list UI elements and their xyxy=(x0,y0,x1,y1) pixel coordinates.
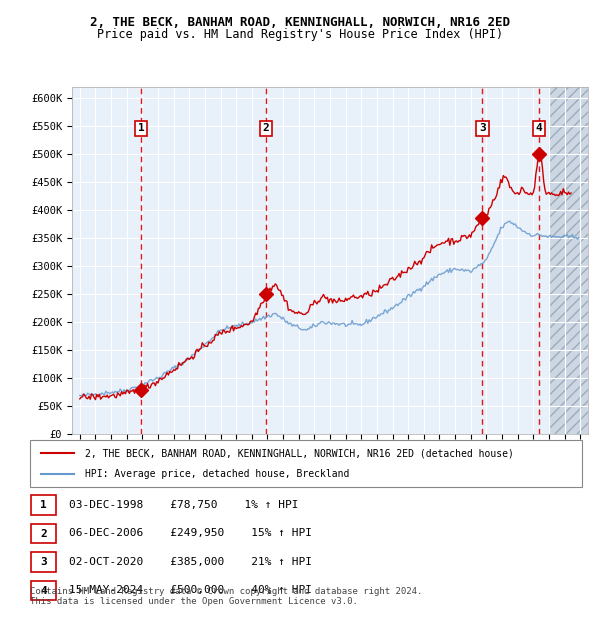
FancyBboxPatch shape xyxy=(31,495,56,515)
Text: 2, THE BECK, BANHAM ROAD, KENNINGHALL, NORWICH, NR16 2ED (detached house): 2, THE BECK, BANHAM ROAD, KENNINGHALL, N… xyxy=(85,448,514,458)
FancyBboxPatch shape xyxy=(31,524,56,543)
Text: 02-OCT-2020    £385,000    21% ↑ HPI: 02-OCT-2020 £385,000 21% ↑ HPI xyxy=(69,557,312,567)
FancyBboxPatch shape xyxy=(31,552,56,572)
Text: 15-MAY-2024    £500,000    40% ↑ HPI: 15-MAY-2024 £500,000 40% ↑ HPI xyxy=(69,585,312,595)
Bar xyxy=(549,87,588,434)
Text: 3: 3 xyxy=(479,123,486,133)
Text: 03-DEC-1998    £78,750    1% ↑ HPI: 03-DEC-1998 £78,750 1% ↑ HPI xyxy=(69,500,299,510)
Text: 2: 2 xyxy=(263,123,269,133)
Text: 1: 1 xyxy=(40,500,47,510)
Text: 2, THE BECK, BANHAM ROAD, KENNINGHALL, NORWICH, NR16 2ED: 2, THE BECK, BANHAM ROAD, KENNINGHALL, N… xyxy=(90,16,510,29)
Text: HPI: Average price, detached house, Breckland: HPI: Average price, detached house, Brec… xyxy=(85,469,350,479)
Text: Price paid vs. HM Land Registry's House Price Index (HPI): Price paid vs. HM Land Registry's House … xyxy=(97,28,503,41)
Text: 2: 2 xyxy=(40,528,47,539)
Text: 4: 4 xyxy=(536,123,542,133)
Text: 06-DEC-2006    £249,950    15% ↑ HPI: 06-DEC-2006 £249,950 15% ↑ HPI xyxy=(69,528,312,538)
FancyBboxPatch shape xyxy=(31,581,56,600)
Text: 3: 3 xyxy=(40,557,47,567)
Text: Contains HM Land Registry data © Crown copyright and database right 2024.
This d: Contains HM Land Registry data © Crown c… xyxy=(30,587,422,606)
Text: 1: 1 xyxy=(138,123,145,133)
FancyBboxPatch shape xyxy=(30,440,582,487)
Bar xyxy=(549,87,588,434)
Text: 4: 4 xyxy=(40,585,47,596)
